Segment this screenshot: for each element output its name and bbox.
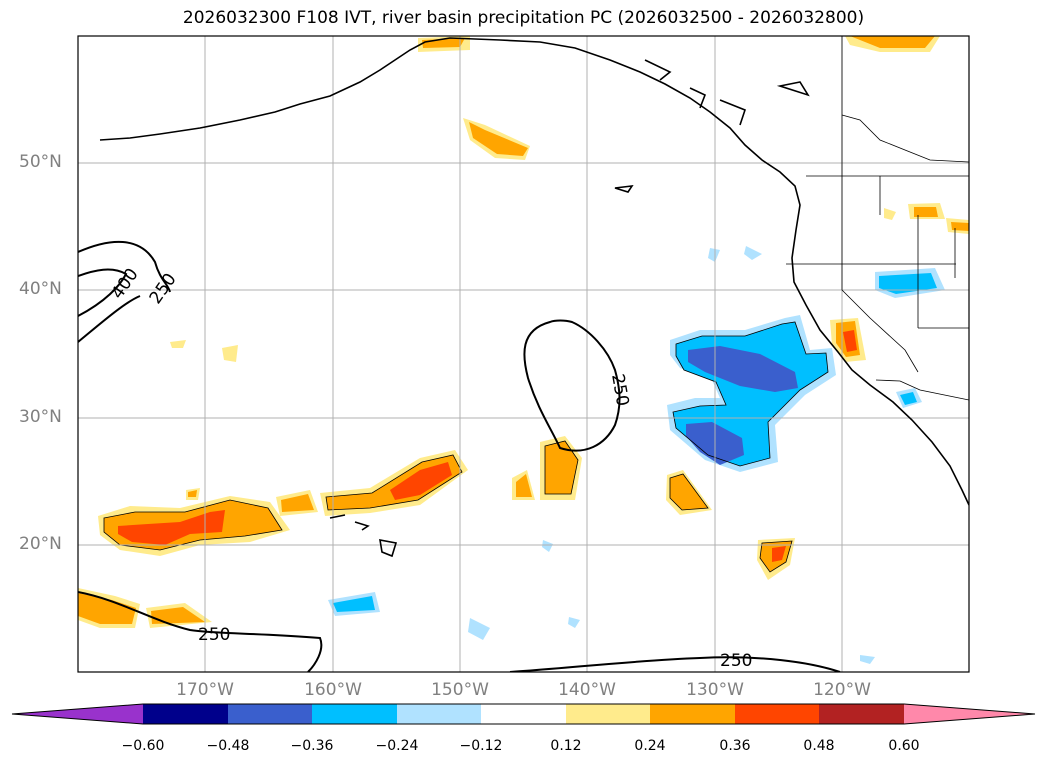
lon-label: 120°W [813,680,871,700]
lon-label: 170°W [176,680,234,700]
lat-label: 20°N [19,534,62,554]
colorbar-tick: 0.12 [550,738,582,754]
colorbar [11,703,1036,725]
colorbar-segment [566,704,650,724]
colorbar-tick: −0.12 [459,738,503,754]
colorbar-tick: 0.36 [719,738,751,754]
colorbar-segment [312,704,397,724]
colorbar-tick: −0.48 [206,738,250,754]
chart-title: 2026032300 F108 IVT, river basin precipi… [182,8,865,28]
colorbar-extend-high [904,704,1035,724]
colorbar-segment [143,704,228,724]
colorbar-tick: 0.60 [888,738,920,754]
colorbar-tick: 0.24 [634,738,666,754]
map-frame [77,35,970,673]
ivt-contours [78,240,841,672]
colorbar-segment [228,704,312,724]
lon-label: 160°W [304,680,362,700]
colorbar-segment [650,704,735,724]
colorbar-segment [481,704,566,724]
contour-label: 250 [198,625,230,645]
colorbar-tick: −0.24 [375,738,419,754]
political-borders [786,36,969,401]
colorbar-segment [397,704,481,724]
colorbar-segment [819,704,904,724]
lat-label: 30°N [19,407,62,427]
lon-label: 130°W [686,680,744,700]
lon-label: 140°W [558,680,616,700]
lat-label: 40°N [19,279,62,299]
graticule [78,36,969,672]
colorbar-segment [735,704,819,724]
colorbar-tick: −0.60 [121,738,165,754]
lat-label: 50°N [19,152,62,172]
colorbar-tick: −0.36 [290,738,334,754]
lon-label: 150°W [431,680,489,700]
colorbar-tick: 0.48 [803,738,835,754]
contour-label: 250 [720,651,752,671]
coastlines [99,37,969,558]
colorbar-extend-low [12,704,143,724]
